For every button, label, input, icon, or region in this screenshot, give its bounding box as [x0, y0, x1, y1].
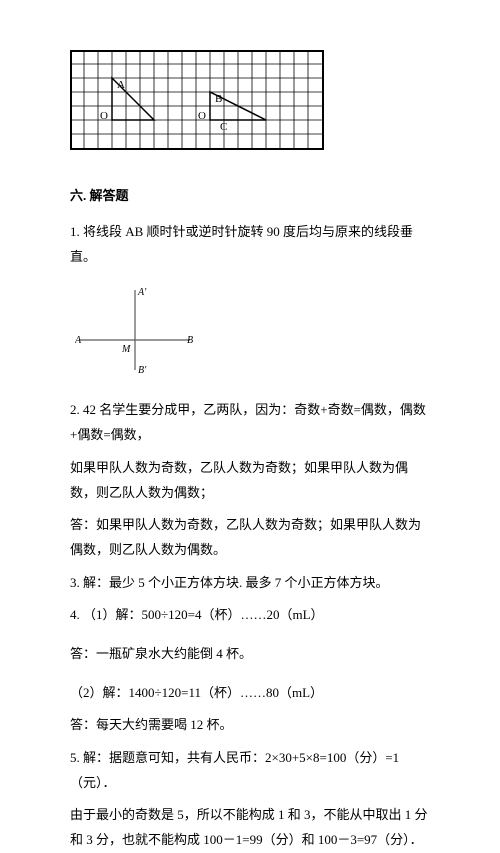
- problem-4d: 答：每天大约需要喝 12 杯。: [70, 713, 430, 738]
- rotation-svg: A B A' B' M: [75, 285, 195, 375]
- problem-2a: 2. 42 名学生要分成甲，乙两队，因为：奇数+奇数=偶数，偶数+偶数=偶数，: [70, 398, 430, 447]
- problem-2b: 如果甲队人数为奇数，乙队人数为奇数；如果甲队人数为偶数，则乙队人数为偶数；: [70, 456, 430, 505]
- label-Aprime: A': [137, 287, 147, 298]
- problem-1: 1. 将线段 AB 顺时针或逆时针旋转 90 度后均与原来的线段垂直。: [70, 220, 430, 269]
- problem-5b: 由于最小的奇数是 5，所以不能构成 1 和 3，不能从中取出 1 分和 3 分，…: [70, 803, 430, 852]
- grid-triangles-diagram: A O B O C: [70, 50, 430, 159]
- label-C: C: [220, 121, 227, 133]
- problem-4a: 4. （1）解：500÷120=4（杯）……20（mL）: [70, 603, 430, 628]
- problem-4c: （2）解：1400÷120=11（杯）……80（mL）: [70, 681, 430, 706]
- label-Bprime: B': [138, 365, 147, 375]
- label-B: B: [187, 335, 193, 346]
- problem-2c: 答：如果甲队人数为奇数，乙队人数为奇数；如果甲队人数为偶数，则乙队人数为偶数。: [70, 513, 430, 562]
- section-title: 六. 解答题: [70, 184, 430, 209]
- label-A: A: [75, 335, 82, 346]
- label-B: B: [215, 93, 222, 105]
- problem-5a: 5. 解：据题意可知，共有人民币：2×30+5×8=100（分）=1（元）．: [70, 746, 430, 795]
- grid-svg: A O B O C: [70, 50, 324, 150]
- label-O-left: O: [100, 110, 108, 122]
- label-O-right: O: [198, 110, 206, 122]
- rotation-diagram: A B A' B' M: [75, 285, 430, 384]
- problem-3: 3. 解：最少 5 个小正方体方块. 最多 7 个小正方体方块。: [70, 571, 430, 596]
- label-A: A: [117, 79, 125, 91]
- problem-4b: 答：一瓶矿泉水大约能倒 4 杯。: [70, 642, 430, 667]
- label-M: M: [121, 344, 131, 355]
